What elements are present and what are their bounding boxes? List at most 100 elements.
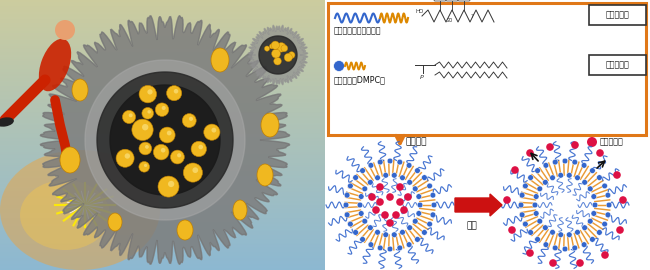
Bar <box>0 151 325 152</box>
Bar <box>0 218 325 219</box>
Polygon shape <box>259 36 297 74</box>
Circle shape <box>368 242 374 247</box>
Bar <box>0 200 325 201</box>
Circle shape <box>552 245 558 251</box>
Circle shape <box>427 221 432 227</box>
Circle shape <box>571 141 578 149</box>
Text: HO: HO <box>415 9 423 14</box>
Bar <box>0 239 325 240</box>
Bar <box>0 57 325 58</box>
Bar <box>0 253 325 254</box>
Circle shape <box>537 186 543 192</box>
Circle shape <box>391 173 397 178</box>
Bar <box>0 230 325 231</box>
Circle shape <box>396 198 404 206</box>
Bar <box>0 180 325 181</box>
Bar <box>0 61 325 62</box>
Bar <box>0 99 325 100</box>
Bar <box>0 260 325 261</box>
Bar <box>0 252 325 253</box>
Circle shape <box>177 153 181 157</box>
Bar <box>0 150 325 151</box>
Bar <box>0 193 325 194</box>
Circle shape <box>122 110 136 124</box>
Bar <box>0 30 325 31</box>
Bar <box>0 23 325 24</box>
Bar <box>0 209 325 210</box>
Bar <box>0 164 325 165</box>
Circle shape <box>601 251 609 259</box>
Bar <box>0 55 325 56</box>
Bar <box>0 103 325 104</box>
Circle shape <box>534 194 539 199</box>
Circle shape <box>587 137 597 147</box>
Bar <box>0 235 325 236</box>
Circle shape <box>189 117 193 121</box>
Circle shape <box>422 230 427 235</box>
Bar <box>0 56 325 57</box>
Ellipse shape <box>211 48 229 72</box>
Bar <box>0 88 325 89</box>
Circle shape <box>526 149 534 157</box>
Bar <box>0 234 325 235</box>
Circle shape <box>508 226 516 234</box>
Bar <box>0 208 325 209</box>
Circle shape <box>359 237 365 242</box>
Bar <box>0 206 325 207</box>
Circle shape <box>422 175 427 180</box>
Circle shape <box>413 186 418 192</box>
Bar <box>0 197 325 198</box>
Bar <box>0 18 325 19</box>
FancyBboxPatch shape <box>446 0 458 1</box>
Bar <box>0 148 325 149</box>
Circle shape <box>132 119 153 140</box>
Circle shape <box>397 245 402 251</box>
Circle shape <box>535 168 540 173</box>
Bar <box>0 240 325 241</box>
Ellipse shape <box>233 200 247 220</box>
Bar <box>0 80 325 81</box>
Bar <box>0 77 325 78</box>
Bar <box>0 226 325 227</box>
Bar <box>0 19 325 20</box>
Bar <box>0 48 325 49</box>
Circle shape <box>528 175 534 180</box>
Bar <box>0 267 325 268</box>
Bar <box>0 192 325 193</box>
Bar <box>0 53 325 54</box>
Bar <box>0 138 325 139</box>
Circle shape <box>348 183 353 189</box>
Bar <box>0 49 325 50</box>
Text: 温度応答性: 温度応答性 <box>605 60 629 69</box>
Bar <box>0 244 325 245</box>
Circle shape <box>576 259 584 267</box>
Bar <box>0 104 325 105</box>
Bar <box>0 236 325 237</box>
Bar <box>0 38 325 39</box>
Bar <box>0 64 325 65</box>
Circle shape <box>591 211 597 216</box>
Bar <box>0 241 325 242</box>
Bar <box>0 97 325 98</box>
Bar <box>0 222 325 223</box>
Bar <box>0 60 325 61</box>
Bar <box>0 178 325 179</box>
Bar <box>0 34 325 35</box>
Bar <box>0 268 325 269</box>
Bar <box>0 136 325 137</box>
Bar <box>0 212 325 213</box>
Circle shape <box>566 173 572 178</box>
Circle shape <box>142 107 153 119</box>
Bar <box>0 155 325 156</box>
Bar <box>0 127 325 128</box>
Circle shape <box>265 46 270 51</box>
Circle shape <box>602 221 608 227</box>
Circle shape <box>558 232 564 238</box>
Bar <box>0 91 325 92</box>
Circle shape <box>144 164 147 167</box>
Bar <box>0 5 325 6</box>
Bar <box>0 175 325 176</box>
Bar <box>0 4 325 5</box>
Text: 加熱: 加熱 <box>467 221 477 230</box>
Bar <box>0 119 325 120</box>
